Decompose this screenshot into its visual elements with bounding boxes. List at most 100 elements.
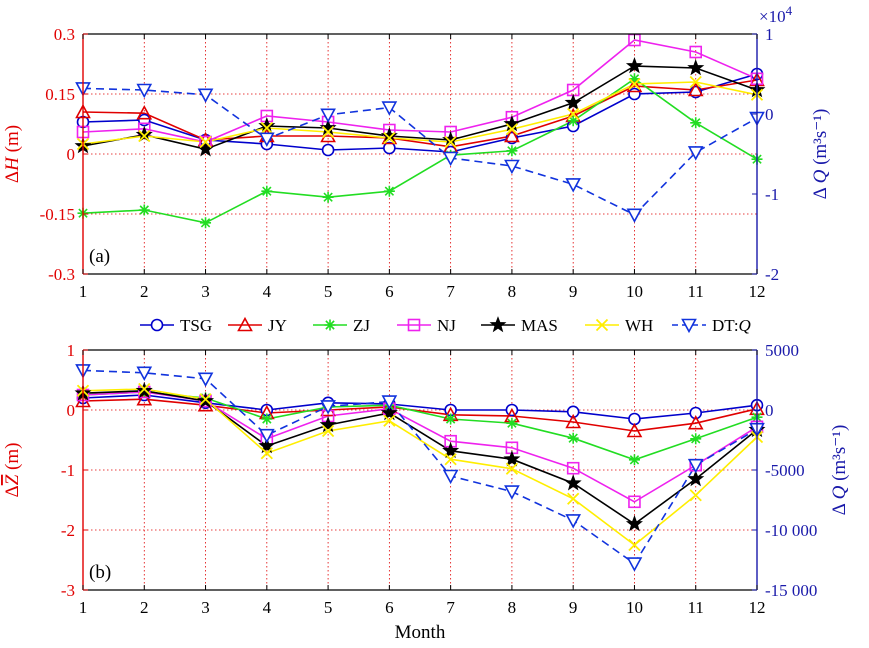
- data-point-mas: [625, 57, 643, 74]
- x-tick-label: 10: [626, 282, 643, 301]
- right-tick-label: 1: [765, 25, 774, 44]
- data-point-dt: [258, 132, 275, 147]
- x-tick-label: 6: [385, 598, 394, 617]
- series-line-zj: [82, 77, 758, 224]
- data-point-wh: [689, 75, 702, 89]
- data-point-wh: [689, 489, 702, 502]
- right-axis-label: Δ Q (m³s⁻¹): [829, 425, 850, 516]
- legend-label-wh: WH: [625, 316, 653, 335]
- left-tick-label: -3: [61, 581, 75, 600]
- legend-marker-wh: [595, 318, 609, 332]
- data-point-wh: [260, 447, 273, 460]
- data-point-zj: [506, 417, 518, 429]
- legend-label-jy: JY: [268, 316, 287, 335]
- left-tick-label: -1: [61, 461, 75, 480]
- data-point-mas: [135, 125, 153, 143]
- data-point-jy: [626, 77, 643, 93]
- legend: TSG JY ZJ NJ MAS WH DT:Q: [140, 316, 751, 335]
- data-point-zj: [567, 115, 579, 127]
- data-point-nj: [628, 495, 641, 509]
- data-point-zj: [567, 432, 579, 444]
- data-point-zj: [138, 204, 150, 216]
- data-point-dt: [320, 400, 336, 415]
- data-point-wh: [199, 393, 212, 406]
- series-line-dt: [82, 87, 758, 216]
- legend-marker-dt: [681, 318, 697, 334]
- data-point-dt: [626, 208, 643, 223]
- series-line-nj: [82, 391, 758, 503]
- data-point-zj: [506, 145, 518, 157]
- legend-marker-zj: [324, 319, 336, 331]
- data-point-jy: [136, 391, 153, 406]
- data-point-mas: [687, 59, 705, 76]
- right-tick-label: 5000: [765, 341, 799, 360]
- left-axis-label: ΔH (m): [2, 125, 23, 183]
- data-point-zj: [322, 191, 334, 203]
- right-tick-label: -1: [765, 185, 779, 204]
- left-tick-label: 1: [67, 341, 76, 360]
- data-point-jy: [687, 415, 704, 430]
- x-tick-label: 11: [688, 598, 704, 617]
- legend-marker-nj: [407, 318, 421, 332]
- x-tick-label: 8: [508, 282, 517, 301]
- legend-label-tsg: TSG: [180, 316, 212, 335]
- data-point-nj: [566, 461, 580, 475]
- left-tick-label: -2: [61, 521, 75, 540]
- left-tick-label: -0.3: [48, 265, 75, 284]
- data-point-zj: [690, 433, 702, 445]
- data-point-zj: [261, 185, 273, 197]
- right-tick-label: -10 000: [765, 521, 817, 540]
- legend-label-dt: DT:Q: [712, 316, 751, 335]
- data-point-dt: [504, 485, 520, 500]
- data-point-wh: [321, 125, 335, 139]
- right-tick-label: 0: [765, 401, 774, 420]
- legend-marker-tsg: [150, 318, 164, 332]
- x-tick-label: 9: [569, 282, 578, 301]
- data-point-dt: [687, 458, 704, 474]
- series-line-tsg: [82, 394, 758, 420]
- right-tick-label: -15 000: [765, 581, 817, 600]
- right-tick-label: 0: [765, 105, 774, 124]
- data-point-dt: [565, 514, 582, 529]
- data-point-tsg: [321, 143, 335, 157]
- data-point-wh: [138, 129, 151, 143]
- data-point-zj: [261, 413, 273, 425]
- data-point-jy: [136, 105, 153, 120]
- right-axis-multiplier: ×104: [759, 3, 793, 26]
- data-point-nj: [689, 45, 703, 59]
- panel-a: 1 2 3 4 5 6 7 8 9 10 11 12-0.3-0.1500.150.3-2-101×1…: [2, 3, 831, 301]
- series-line-dt: [82, 369, 758, 565]
- left-tick-label: 0: [67, 145, 76, 164]
- data-point-wh: [444, 135, 457, 149]
- data-point-zj: [690, 117, 702, 129]
- panel-b: 1 2 3 4 5 6 7 8 9 10 11 12-3-2-101-15 000-10 000-50…: [2, 341, 850, 643]
- data-point-jy: [626, 422, 643, 438]
- data-point-wh: [628, 538, 641, 552]
- data-point-dt: [442, 151, 459, 167]
- x-tick-label: 7: [446, 282, 455, 301]
- series-line-jy: [82, 398, 758, 432]
- legend-label-zj: ZJ: [353, 316, 370, 335]
- data-point-dt: [626, 557, 643, 572]
- data-point-jy: [687, 81, 704, 97]
- x-tick-label: 10: [626, 598, 643, 617]
- x-axis-label: Month: [395, 622, 446, 643]
- data-point-zj: [445, 413, 457, 425]
- data-point-mas: [625, 515, 643, 532]
- data-point-zj: [628, 73, 640, 85]
- data-point-mas: [503, 115, 521, 132]
- data-point-wh: [138, 382, 151, 396]
- series-line-mas: [82, 65, 758, 151]
- data-point-mas: [564, 93, 582, 111]
- data-point-dt: [197, 372, 214, 387]
- x-tick-label: 2: [140, 282, 149, 301]
- data-point-dt: [442, 469, 459, 485]
- data-point-dt: [197, 88, 214, 103]
- data-point-mas: [319, 416, 337, 433]
- right-tick-label: -5000: [765, 461, 805, 480]
- panel-label: (b): [89, 562, 111, 583]
- x-tick-label: 11: [688, 282, 704, 301]
- data-point-dt: [504, 159, 520, 175]
- x-tick-label: 1: [79, 282, 88, 301]
- data-point-tsg: [383, 141, 396, 155]
